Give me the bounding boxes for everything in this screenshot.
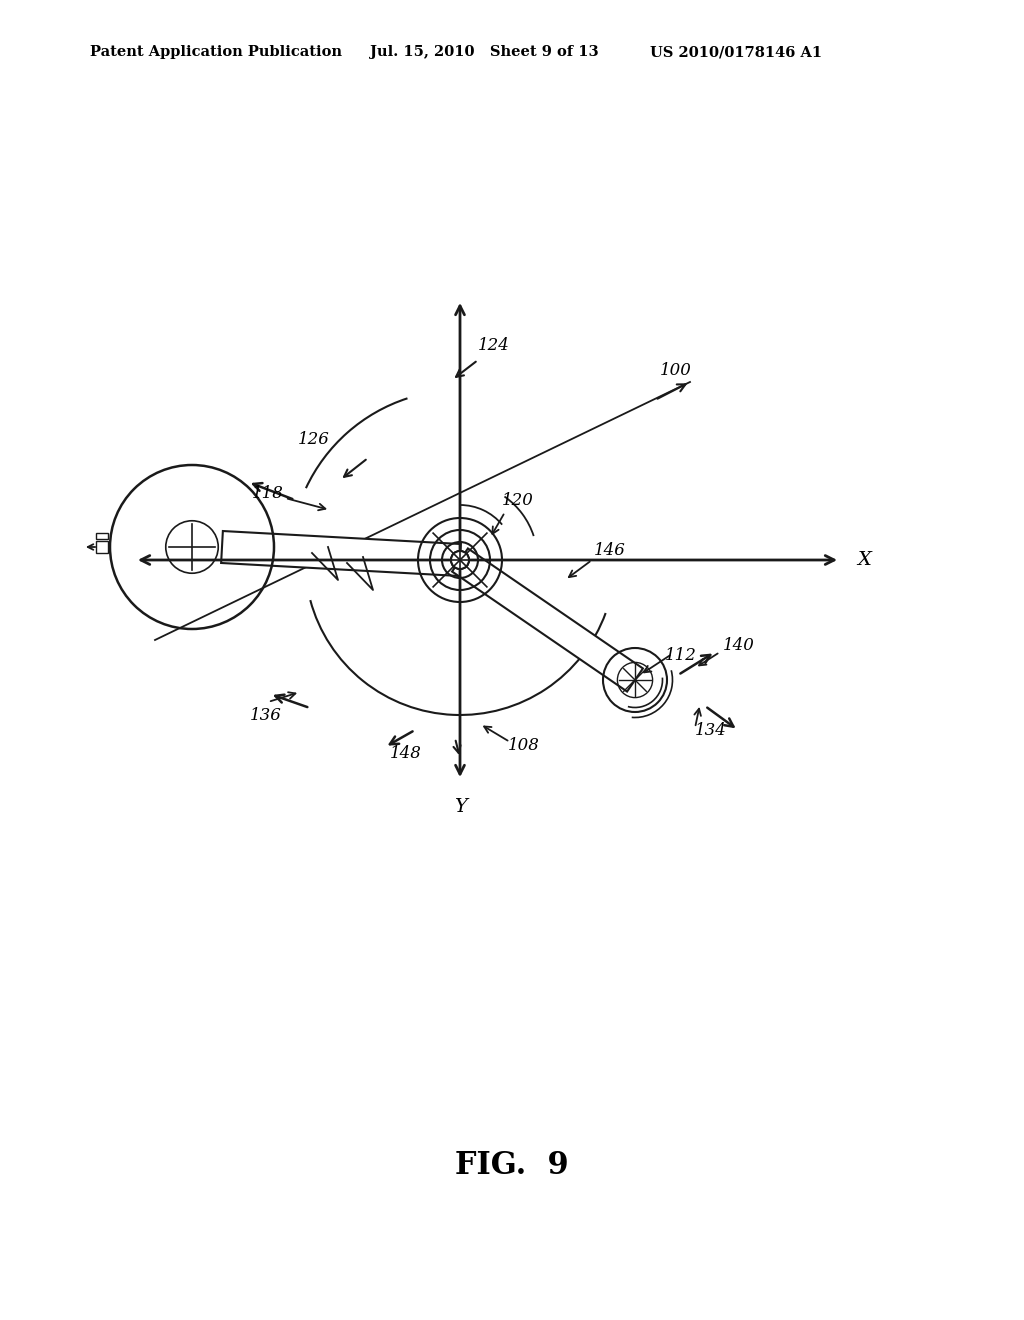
Bar bbox=[96, 533, 108, 539]
Text: FIG.  9: FIG. 9 bbox=[456, 1150, 568, 1180]
Text: 118: 118 bbox=[252, 484, 284, 502]
Text: Jul. 15, 2010   Sheet 9 of 13: Jul. 15, 2010 Sheet 9 of 13 bbox=[370, 45, 599, 59]
Text: 134: 134 bbox=[695, 722, 727, 739]
Text: Y: Y bbox=[454, 799, 467, 816]
Text: 124: 124 bbox=[478, 337, 510, 354]
Text: Patent Application Publication: Patent Application Publication bbox=[90, 45, 342, 59]
Polygon shape bbox=[221, 531, 461, 576]
Polygon shape bbox=[452, 548, 643, 692]
Text: 108: 108 bbox=[508, 737, 540, 754]
Bar bbox=[96, 541, 108, 553]
Text: 112: 112 bbox=[665, 647, 697, 664]
Text: 120: 120 bbox=[502, 492, 534, 510]
Circle shape bbox=[451, 550, 469, 569]
Text: 146: 146 bbox=[594, 543, 626, 558]
Text: 100: 100 bbox=[660, 362, 692, 379]
Text: X: X bbox=[857, 550, 870, 569]
Text: 126: 126 bbox=[298, 432, 330, 447]
Text: 136: 136 bbox=[250, 708, 282, 723]
Text: 140: 140 bbox=[723, 638, 755, 653]
Text: 148: 148 bbox=[390, 744, 422, 762]
Text: US 2010/0178146 A1: US 2010/0178146 A1 bbox=[650, 45, 822, 59]
